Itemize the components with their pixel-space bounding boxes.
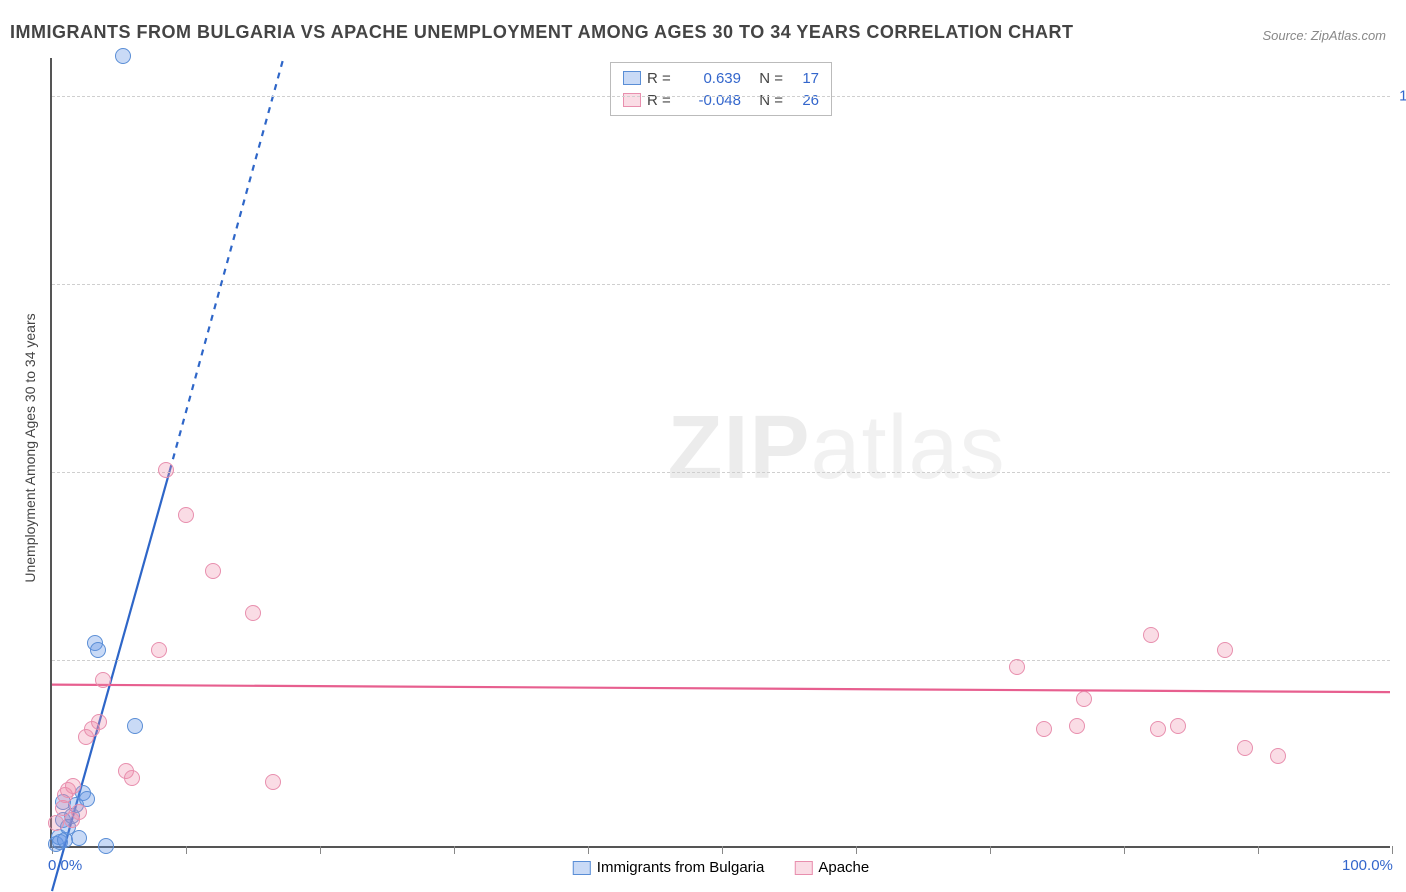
x-tick <box>588 846 589 854</box>
data-point-apache <box>65 778 81 794</box>
data-point-apache <box>48 815 64 831</box>
data-point-apache <box>91 714 107 730</box>
data-point-apache <box>95 672 111 688</box>
n-value-bulgaria: 17 <box>789 70 819 87</box>
data-point-apache <box>205 563 221 579</box>
legend-item-bulgaria: Immigrants from Bulgaria <box>573 859 765 876</box>
swatch-bulgaria <box>573 861 591 875</box>
gridline <box>52 284 1390 285</box>
chart-container: IMMIGRANTS FROM BULGARIA VS APACHE UNEMP… <box>0 0 1406 892</box>
source-label: Source: ZipAtlas.com <box>1262 28 1386 43</box>
data-point-apache <box>71 804 87 820</box>
data-point-bulgaria <box>71 830 87 846</box>
y-tick-label: 100.0% <box>1399 87 1406 104</box>
legend-row-bulgaria: R = 0.639 N = 17 <box>623 67 819 89</box>
plot-area: ZIPatlas R = 0.639 N = 17 R = -0.048 N =… <box>50 58 1390 848</box>
x-tick-label: 100.0% <box>1342 857 1393 874</box>
data-point-apache <box>1036 721 1052 737</box>
chart-title: IMMIGRANTS FROM BULGARIA VS APACHE UNEMP… <box>10 22 1074 43</box>
data-point-apache <box>178 507 194 523</box>
data-point-bulgaria <box>90 642 106 658</box>
n-value-apache: 26 <box>789 92 819 109</box>
data-point-bulgaria <box>98 838 114 854</box>
r-label: R = <box>647 70 675 87</box>
trend-line <box>52 685 1390 693</box>
r-value-apache: -0.048 <box>681 92 741 109</box>
r-value-bulgaria: 0.639 <box>681 70 741 87</box>
x-tick <box>1124 846 1125 854</box>
data-point-apache <box>1150 721 1166 737</box>
data-point-apache <box>1217 642 1233 658</box>
x-tick <box>1258 846 1259 854</box>
y-axis-label: Unemployment Among Ages 30 to 34 years <box>22 298 38 598</box>
gridline <box>52 660 1390 661</box>
x-tick <box>990 846 991 854</box>
x-tick <box>1392 846 1393 854</box>
data-point-apache <box>1237 740 1253 756</box>
x-tick-label: 0.0% <box>48 857 82 874</box>
data-point-apache <box>1270 748 1286 764</box>
data-point-apache <box>1069 718 1085 734</box>
data-point-bulgaria <box>127 718 143 734</box>
x-tick <box>320 846 321 854</box>
correlation-legend: R = 0.639 N = 17 R = -0.048 N = 26 <box>610 62 832 116</box>
x-tick <box>722 846 723 854</box>
swatch-bulgaria <box>623 71 641 85</box>
x-tick <box>856 846 857 854</box>
x-tick <box>454 846 455 854</box>
legend-row-apache: R = -0.048 N = 26 <box>623 89 819 111</box>
trend-line <box>170 58 284 471</box>
trend-lines <box>52 58 1390 846</box>
n-label: N = <box>753 92 783 109</box>
r-label: R = <box>647 92 675 109</box>
legend-label-bulgaria: Immigrants from Bulgaria <box>597 859 765 876</box>
data-point-apache <box>265 774 281 790</box>
data-point-apache <box>124 770 140 786</box>
data-point-apache <box>158 462 174 478</box>
data-point-bulgaria <box>115 48 131 64</box>
series-legend: Immigrants from Bulgaria Apache <box>573 859 869 876</box>
data-point-apache <box>245 605 261 621</box>
data-point-apache <box>1009 659 1025 675</box>
gridline <box>52 96 1390 97</box>
n-label: N = <box>753 70 783 87</box>
data-point-apache <box>1076 691 1092 707</box>
data-point-apache <box>1170 718 1186 734</box>
legend-label-apache: Apache <box>818 859 869 876</box>
data-point-apache <box>151 642 167 658</box>
swatch-apache <box>794 861 812 875</box>
x-tick <box>186 846 187 854</box>
data-point-apache <box>1143 627 1159 643</box>
legend-item-apache: Apache <box>794 859 869 876</box>
gridline <box>52 472 1390 473</box>
